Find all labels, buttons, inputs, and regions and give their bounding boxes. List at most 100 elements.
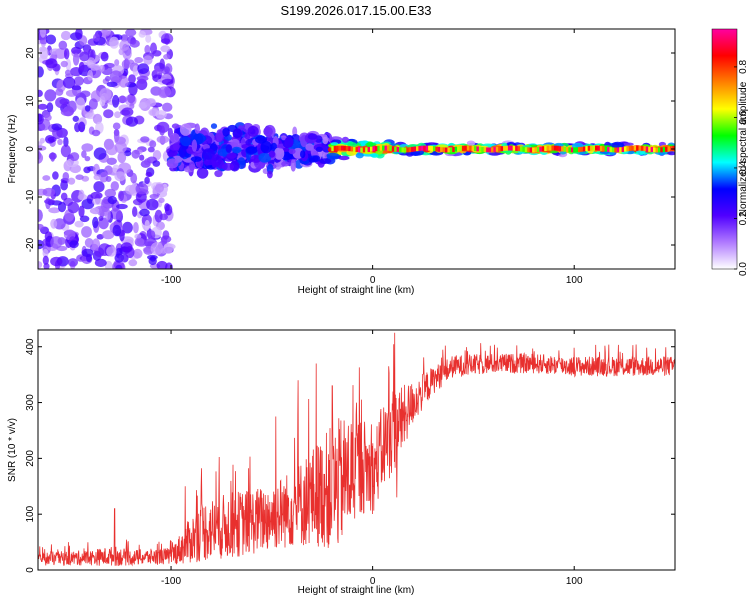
spectrogram-y-ticks: -20 -10 0 10 20 xyxy=(25,47,675,252)
spectrogram-cell xyxy=(52,171,59,180)
spectrogram-cell xyxy=(120,34,129,42)
spectrogram-ridge-cell xyxy=(672,145,675,151)
spectrogram-cell xyxy=(50,256,63,267)
spectrogram-cell xyxy=(156,135,170,144)
spectrogram-cell xyxy=(366,141,374,148)
spectrogram-cell xyxy=(191,139,198,152)
spectrogram-cell xyxy=(155,183,164,193)
spectrogram-ridge-cell xyxy=(353,146,356,152)
spectrogram-cell xyxy=(81,150,87,158)
spectrogram-cell xyxy=(300,150,306,159)
spectrogram-cell xyxy=(60,144,71,158)
spectrogram-cell xyxy=(155,110,167,119)
spectrogram-cell xyxy=(84,156,91,162)
spectrogram-cell xyxy=(268,150,276,158)
spectrogram-cell xyxy=(72,115,80,122)
colorbar-frame xyxy=(711,28,738,270)
spectrogram-ridge-cell xyxy=(345,145,349,151)
spectrogram-cell xyxy=(114,141,127,154)
spectrogram-cell xyxy=(38,261,43,269)
spectrogram-cell xyxy=(75,29,83,40)
spectrogram-cell xyxy=(222,127,230,137)
spectrogram-cell xyxy=(135,191,147,203)
spectrogram-cell xyxy=(121,59,131,70)
spectrogram-cell xyxy=(92,198,104,205)
spectrogram-cell xyxy=(83,166,91,174)
snr-x-tick-label: 100 xyxy=(566,576,583,587)
spectrogram-cell xyxy=(216,129,223,142)
snr-y-tick-label: 0 xyxy=(25,567,36,573)
spectrogram-cell xyxy=(43,262,50,269)
spectrogram-ridge-cell xyxy=(370,146,373,152)
spectrogram-cell xyxy=(42,248,49,258)
spectrogram-cell xyxy=(190,156,202,162)
spectrogram-cell xyxy=(163,243,174,254)
spectrogram-cell xyxy=(134,57,144,64)
spectrogram-cell xyxy=(99,64,105,73)
snr-frame xyxy=(37,329,676,571)
spectrogram-cell xyxy=(623,142,634,146)
spectrogram-cell xyxy=(87,69,93,81)
spectrogram-ridge-cell xyxy=(665,146,668,152)
spectrogram-cell xyxy=(131,149,140,159)
spectrogram-cell xyxy=(144,158,151,166)
spectrogram-ridge-cell xyxy=(520,146,523,152)
spectrogram-ridge-cell xyxy=(633,145,637,151)
spectrogram-ridge-cell xyxy=(667,146,671,152)
spectrogram-x-tick-label: 100 xyxy=(566,275,583,286)
spectrogram-cell xyxy=(281,135,287,141)
spectrogram-cell xyxy=(145,99,157,107)
spectrogram-cell xyxy=(106,157,117,165)
spectrogram-cell xyxy=(611,141,625,149)
spectrogram-cell xyxy=(288,148,296,155)
spectrogram-cell xyxy=(57,201,67,213)
spectrogram-ridge-cell xyxy=(655,147,659,153)
spectrogram-ridge-cell xyxy=(626,146,629,152)
spectrogram-blobs xyxy=(38,29,675,269)
colorbar-label: Normalized spectral amplitude xyxy=(738,81,749,216)
spectrogram-cell xyxy=(330,142,339,146)
spectrogram-cell xyxy=(60,192,68,201)
spectrogram-ridge-cell xyxy=(544,146,547,151)
spectrogram-ridge-cell xyxy=(624,146,627,152)
spectrogram-y-tick-label: 0 xyxy=(25,146,36,152)
spectrogram-cell xyxy=(258,152,272,163)
spectrogram-cell xyxy=(93,181,105,193)
spectrogram-ridge-cell xyxy=(553,145,557,151)
spectrogram-ridge-cell xyxy=(454,146,458,152)
spectrogram-cell xyxy=(290,158,297,172)
spectrogram-cell xyxy=(60,30,71,41)
spectrogram-cell xyxy=(125,116,138,127)
spectrogram-cell xyxy=(103,109,114,119)
spectrogram-y-tick-label: 20 xyxy=(25,47,36,59)
spectrogram-cell xyxy=(102,230,115,240)
spectrogram-cell xyxy=(116,203,128,210)
spectrogram-cell xyxy=(162,230,170,240)
spectrogram-ridge-cell xyxy=(435,146,438,152)
spectrogram-cell xyxy=(112,224,122,237)
spectrogram-ridge-cell xyxy=(493,147,496,153)
spectrogram-cell xyxy=(99,87,112,101)
spectrogram-cell xyxy=(144,219,150,231)
spectrogram-ridge-cell xyxy=(556,145,559,151)
spectrogram-cell xyxy=(44,89,57,102)
spectrogram-ridge-cell xyxy=(408,147,412,153)
spectrogram-ridge-cell xyxy=(648,146,651,152)
spectrogram-cell xyxy=(112,94,120,108)
figure-title: S199.2026.017.15.00.E33 xyxy=(280,3,431,18)
spectrogram-cell xyxy=(166,158,179,169)
spectrogram-cell xyxy=(38,141,43,147)
spectrogram-cell xyxy=(146,198,159,211)
spectrogram-ridge-cell xyxy=(503,145,506,151)
spectrogram-ridge-cell xyxy=(566,147,569,153)
spectrogram-cell xyxy=(322,136,329,145)
spectrogram-ridge-cell xyxy=(561,146,564,152)
spectrogram-ridge-cell xyxy=(474,146,477,152)
spectrogram-cell xyxy=(93,147,107,160)
spectrogram-ridge-cell xyxy=(614,147,617,153)
spectrogram-cell xyxy=(55,88,64,96)
spectrogram-cell xyxy=(45,34,57,45)
spectrogram-ridge-cell xyxy=(660,147,663,153)
spectrogram-cell xyxy=(132,248,143,259)
